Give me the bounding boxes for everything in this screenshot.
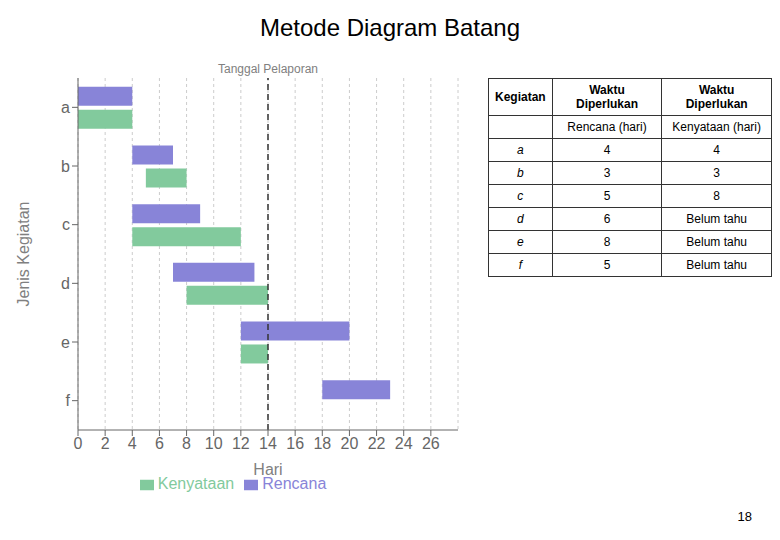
- html-text:Waktu Diperlukan: Waktu Diperlukan: [576, 83, 638, 111]
- html-text:f: f: [518, 258, 522, 272]
- svg-text:18: 18: [313, 435, 331, 452]
- svg-text:24: 24: [395, 435, 413, 452]
- svg-text:2: 2: [101, 435, 110, 452]
- html-text:4: 4: [713, 143, 720, 157]
- html-text:d: d: [517, 212, 524, 226]
- svg-text:d: d: [61, 275, 70, 292]
- html-text:5: 5: [603, 189, 611, 203]
- svg-text:8: 8: [182, 435, 191, 452]
- html-text:Rencana: Rencana: [262, 475, 327, 492]
- svg-text:Jenis Kegiatan: Jenis Kegiatan: [15, 202, 32, 307]
- svg-text:16: 16: [286, 435, 304, 452]
- svg-text:0: 0: [74, 435, 83, 452]
- html-text:Metode Diagram Batang: Metode Diagram Batang: [259, 14, 521, 41]
- html-text:4: 4: [603, 143, 611, 157]
- html-text:Kegiatan: Kegiatan: [495, 90, 546, 104]
- svg-text:22: 22: [368, 435, 386, 452]
- html-text:Rencana (hari): Rencana (hari): [567, 120, 647, 134]
- svg-text:Hari: Hari: [253, 461, 282, 478]
- html-text:3: 3: [713, 166, 720, 180]
- html-text:e: e: [517, 235, 524, 249]
- html-text:5: 5: [603, 258, 611, 272]
- svg-text:c: c: [62, 216, 70, 233]
- html-text:18: 18: [737, 509, 752, 524]
- svg-text:Tanggal Pelaporan: Tanggal Pelaporan: [218, 62, 318, 76]
- html-text:Kenyataan: Kenyataan: [157, 475, 235, 492]
- html-text:8: 8: [713, 189, 720, 203]
- html-text:Waktu Diperlukan: Waktu Diperlukan: [685, 83, 748, 111]
- svg-text:6: 6: [155, 435, 164, 452]
- html-text:Belum tahu: Belum tahu: [686, 235, 747, 249]
- html-text:Kenyataan (hari): Kenyataan (hari): [672, 120, 761, 134]
- html-text:Belum tahu: Belum tahu: [686, 258, 747, 272]
- html-text:6: 6: [603, 212, 611, 226]
- svg-text:14: 14: [259, 435, 277, 452]
- html-text:b: b: [517, 166, 524, 180]
- svg-text:20: 20: [341, 435, 359, 452]
- svg-text:e: e: [61, 334, 70, 351]
- html-text:3: 3: [603, 166, 611, 180]
- svg-text:b: b: [61, 158, 70, 175]
- svg-text:10: 10: [205, 435, 223, 452]
- html-text:8: 8: [603, 235, 611, 249]
- html-text:Belum tahu: Belum tahu: [686, 212, 747, 226]
- svg-text:12: 12: [232, 435, 250, 452]
- svg-text:4: 4: [128, 435, 137, 452]
- svg-text:26: 26: [422, 435, 440, 452]
- svg-text:f: f: [66, 392, 71, 409]
- svg-text:a: a: [61, 99, 70, 116]
- html-text:a: a: [517, 143, 524, 157]
- html-text:c: c: [517, 189, 524, 203]
